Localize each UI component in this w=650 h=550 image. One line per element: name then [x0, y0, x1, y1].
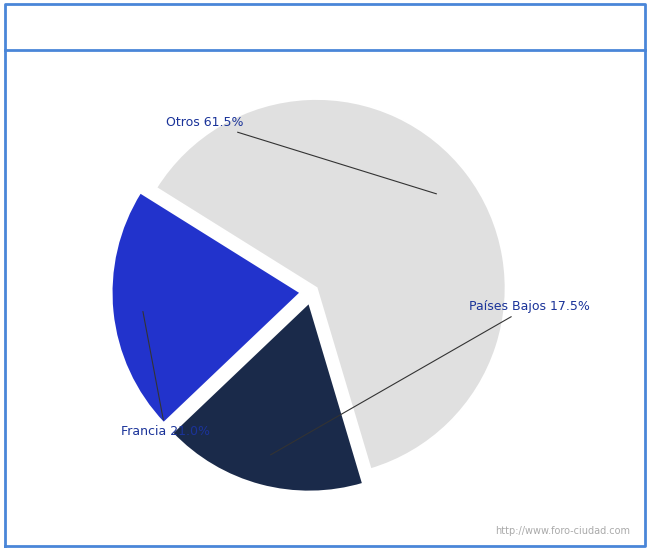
Text: Otros 61.5%: Otros 61.5%	[166, 116, 436, 194]
Text: Francia 21.0%: Francia 21.0%	[121, 311, 210, 438]
Wedge shape	[112, 192, 301, 423]
Text: Países Bajos 17.5%: Países Bajos 17.5%	[270, 300, 590, 455]
Wedge shape	[172, 302, 363, 492]
Wedge shape	[156, 99, 506, 469]
Text: Valle de Mena - Turistas extranjeros según país - Abril de 2024: Valle de Mena - Turistas extranjeros seg…	[96, 16, 554, 33]
Text: http://www.foro-ciudad.com: http://www.foro-ciudad.com	[495, 526, 630, 536]
